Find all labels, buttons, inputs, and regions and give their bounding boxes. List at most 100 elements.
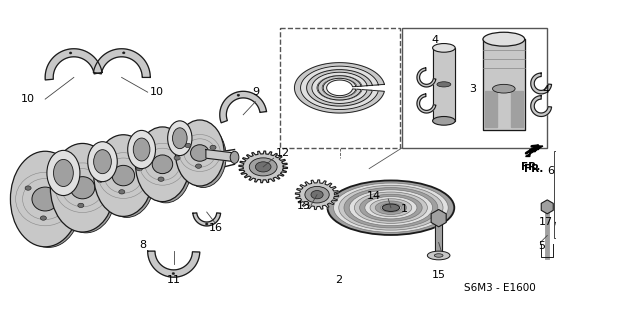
Ellipse shape <box>97 178 103 182</box>
Text: 4: 4 <box>432 35 439 45</box>
Polygon shape <box>566 120 594 224</box>
Ellipse shape <box>10 151 80 247</box>
Bar <box>280 28 399 148</box>
Text: S6M3 - E1600: S6M3 - E1600 <box>465 284 536 293</box>
Text: 14: 14 <box>367 191 381 201</box>
Polygon shape <box>417 68 436 87</box>
Ellipse shape <box>375 201 406 214</box>
Polygon shape <box>312 72 367 103</box>
Ellipse shape <box>205 223 208 225</box>
Text: 13: 13 <box>297 201 311 211</box>
Ellipse shape <box>119 190 125 194</box>
Text: 11: 11 <box>167 275 180 285</box>
Ellipse shape <box>483 32 525 46</box>
Ellipse shape <box>47 150 80 196</box>
Polygon shape <box>598 148 639 172</box>
Polygon shape <box>511 91 523 127</box>
Ellipse shape <box>250 158 277 176</box>
Ellipse shape <box>122 52 125 54</box>
Text: 8: 8 <box>139 240 146 250</box>
Polygon shape <box>531 96 552 116</box>
Ellipse shape <box>559 113 588 129</box>
Ellipse shape <box>56 150 116 233</box>
Ellipse shape <box>174 156 180 160</box>
Ellipse shape <box>136 127 189 202</box>
Ellipse shape <box>433 116 455 125</box>
Ellipse shape <box>305 186 329 203</box>
Ellipse shape <box>615 150 618 152</box>
Text: 10: 10 <box>20 94 35 104</box>
Ellipse shape <box>158 177 164 181</box>
Ellipse shape <box>54 160 74 187</box>
Ellipse shape <box>566 212 606 233</box>
Ellipse shape <box>382 204 399 211</box>
Text: 12: 12 <box>276 148 291 158</box>
Ellipse shape <box>185 143 191 148</box>
Polygon shape <box>206 150 234 162</box>
Ellipse shape <box>237 94 239 96</box>
Ellipse shape <box>133 138 150 161</box>
Ellipse shape <box>106 164 112 168</box>
Polygon shape <box>525 146 543 156</box>
Text: 10: 10 <box>150 87 164 97</box>
Polygon shape <box>483 39 525 130</box>
Text: 9: 9 <box>252 87 259 97</box>
Ellipse shape <box>141 133 191 203</box>
Ellipse shape <box>380 203 401 212</box>
Ellipse shape <box>180 125 226 188</box>
Ellipse shape <box>566 227 573 232</box>
Ellipse shape <box>172 272 175 275</box>
Ellipse shape <box>339 185 443 230</box>
Ellipse shape <box>112 165 134 186</box>
Ellipse shape <box>94 135 153 216</box>
Ellipse shape <box>344 188 438 228</box>
Ellipse shape <box>600 227 606 232</box>
Polygon shape <box>294 63 385 113</box>
Ellipse shape <box>328 181 453 234</box>
Ellipse shape <box>99 141 155 218</box>
Polygon shape <box>417 94 436 113</box>
Ellipse shape <box>51 144 115 232</box>
Text: 16: 16 <box>209 223 223 233</box>
Polygon shape <box>556 222 617 238</box>
Polygon shape <box>562 211 569 227</box>
Text: 15: 15 <box>431 270 445 279</box>
Text: FR.: FR. <box>521 162 541 172</box>
Polygon shape <box>295 180 339 210</box>
Ellipse shape <box>437 82 451 87</box>
Ellipse shape <box>16 158 81 248</box>
Polygon shape <box>323 78 356 97</box>
Polygon shape <box>220 91 266 123</box>
Ellipse shape <box>173 128 187 149</box>
Ellipse shape <box>69 52 72 54</box>
Polygon shape <box>148 251 200 277</box>
Text: 1: 1 <box>401 204 408 214</box>
Ellipse shape <box>365 197 417 219</box>
Ellipse shape <box>70 177 95 199</box>
Text: 17: 17 <box>538 218 552 227</box>
Text: FR.: FR. <box>524 164 543 174</box>
Ellipse shape <box>311 190 323 199</box>
Ellipse shape <box>566 117 581 125</box>
Ellipse shape <box>128 130 156 169</box>
Ellipse shape <box>88 142 117 182</box>
Text: 5: 5 <box>539 241 545 251</box>
Ellipse shape <box>230 151 239 163</box>
Ellipse shape <box>61 189 67 193</box>
Ellipse shape <box>32 187 58 211</box>
Polygon shape <box>318 76 361 100</box>
Ellipse shape <box>428 251 450 260</box>
Polygon shape <box>531 73 552 94</box>
Polygon shape <box>301 66 378 109</box>
Text: 6: 6 <box>547 166 554 176</box>
Text: 2: 2 <box>335 275 342 285</box>
Polygon shape <box>45 49 102 80</box>
Ellipse shape <box>370 199 412 217</box>
Ellipse shape <box>40 216 46 220</box>
Ellipse shape <box>195 164 202 168</box>
Ellipse shape <box>255 162 271 172</box>
Polygon shape <box>93 49 150 78</box>
Ellipse shape <box>349 190 433 226</box>
Polygon shape <box>307 70 372 106</box>
Ellipse shape <box>355 192 428 223</box>
